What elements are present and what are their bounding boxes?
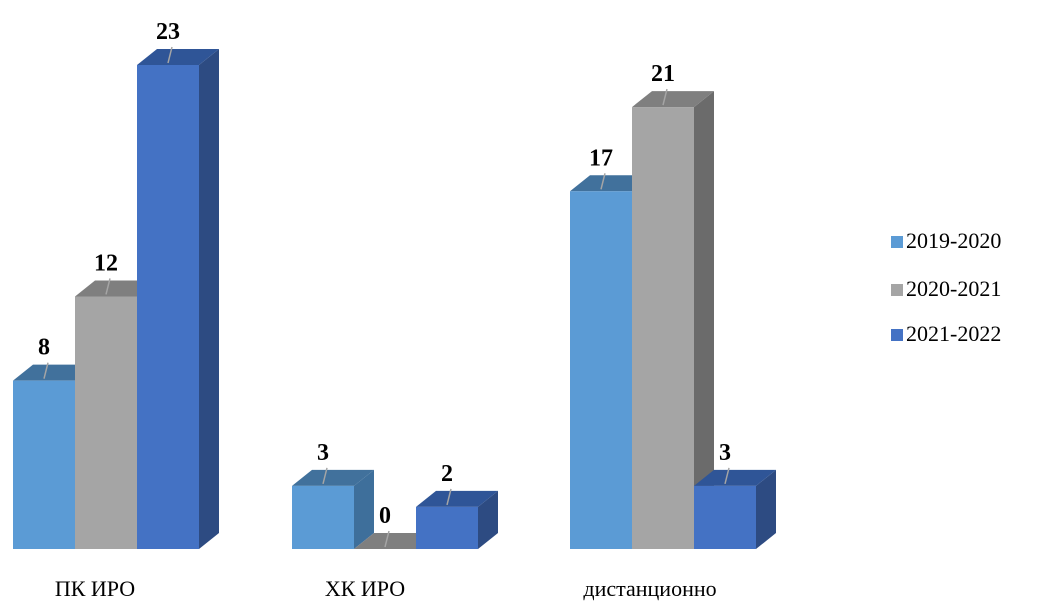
bar-front-face xyxy=(13,380,75,549)
data-label-leader xyxy=(322,467,328,485)
bar-front-face xyxy=(632,107,694,549)
legend-item: 2019-2020 xyxy=(891,228,1001,253)
bar-top-face xyxy=(354,533,436,549)
data-label-leader xyxy=(105,278,111,295)
bar-top-face xyxy=(632,91,714,108)
bar-front-face xyxy=(570,191,632,549)
legend-swatch xyxy=(891,284,903,296)
data-label-leader xyxy=(446,488,452,506)
data-label-leader xyxy=(662,88,668,106)
data-label: 21 xyxy=(651,61,675,87)
bar-front-face xyxy=(292,485,354,549)
data-label: 2 xyxy=(441,461,453,487)
legend-swatch xyxy=(891,329,903,341)
bar-front-face xyxy=(416,506,478,549)
bar-side-face xyxy=(354,469,374,549)
data-label: 17 xyxy=(589,145,613,171)
category-label: дистанционно xyxy=(583,576,716,601)
data-label-leader xyxy=(384,530,390,548)
legend: 2019-2020 2020-2021 2021-2022 xyxy=(891,228,1001,346)
legend-item: 2020-2021 xyxy=(891,276,1001,301)
category-axis-labels: ПК ИРО ХК ИРО дистанционно xyxy=(55,576,717,601)
bar-side-face xyxy=(756,469,776,549)
legend-label: 2019-2020 xyxy=(906,228,1001,253)
data-label-leader xyxy=(43,362,49,379)
bar-2020-2021-2 xyxy=(354,533,436,549)
category-label: ПК ИРО xyxy=(55,576,135,601)
data-labels-layer: 8 12 23 3 0 2 17 21 3 xyxy=(38,19,731,548)
legend-swatch xyxy=(891,236,903,248)
legend-item: 2021-2022 xyxy=(891,321,1001,346)
bar-2021-2022-2 xyxy=(416,490,498,549)
bar-top-face xyxy=(292,469,374,486)
data-label-leader xyxy=(724,467,730,485)
bar-2020-2021-3 xyxy=(632,91,714,549)
data-label-leader xyxy=(167,46,173,64)
bar-side-face xyxy=(478,490,498,549)
data-label-leader xyxy=(600,173,606,190)
bar-top-face xyxy=(416,490,498,507)
data-label: 23 xyxy=(156,19,180,45)
data-label: 8 xyxy=(38,335,50,361)
bar-2019-2020-2 xyxy=(292,469,374,549)
bar-front-face xyxy=(75,296,137,549)
bar-2021-2022-3 xyxy=(694,469,776,549)
bar-top-face xyxy=(694,469,776,486)
data-label: 3 xyxy=(317,440,329,466)
data-label: 12 xyxy=(94,250,118,276)
bar-top-face xyxy=(570,175,652,192)
bar-top-face xyxy=(137,49,219,65)
bars-layer xyxy=(13,49,776,549)
legend-label: 2021-2022 xyxy=(906,321,1001,346)
category-label: ХК ИРО xyxy=(325,576,405,601)
legend-label: 2020-2021 xyxy=(906,276,1001,301)
bar-front-face xyxy=(137,65,199,549)
bar-2021-2022-1 xyxy=(137,49,219,549)
data-label: 3 xyxy=(719,440,731,466)
bar-front-face xyxy=(694,485,756,549)
bar-top-face xyxy=(13,364,95,381)
bar-side-face xyxy=(199,49,219,549)
bar-side-face xyxy=(694,91,714,549)
bar-top-face xyxy=(75,280,157,297)
data-label: 0 xyxy=(379,503,391,529)
